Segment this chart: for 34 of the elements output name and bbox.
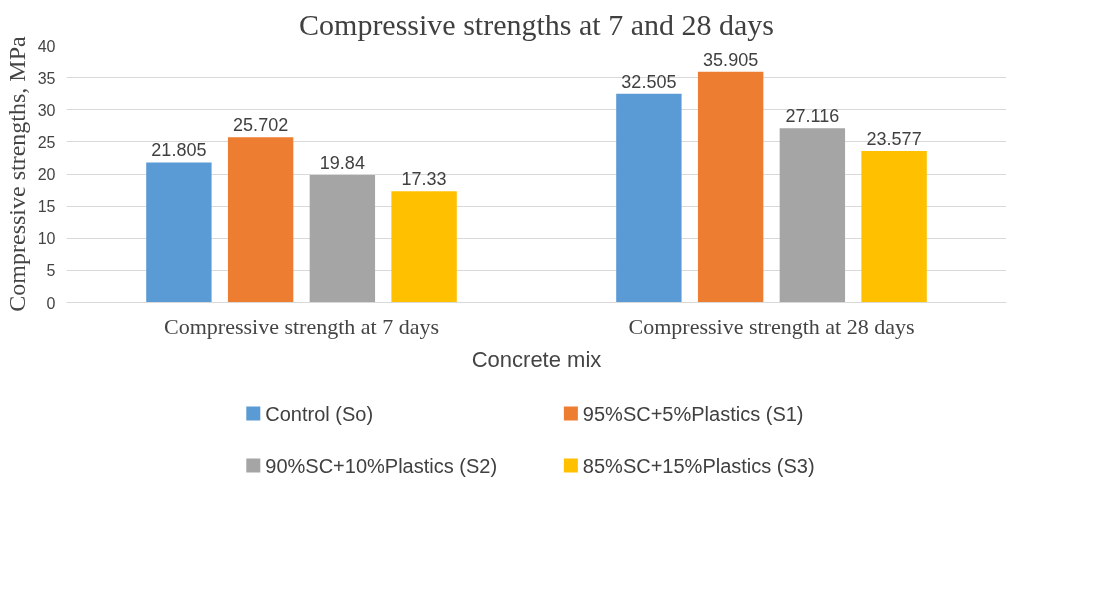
y-tick-label: 40	[37, 37, 56, 55]
data-label: 21.805	[151, 140, 207, 161]
data-label: 35.905	[703, 49, 759, 70]
data-label: 17.33	[401, 169, 447, 190]
x-axis-title: Concrete mix	[471, 346, 602, 372]
y-tick-label: 35	[37, 69, 56, 87]
data-label: 19.84	[319, 153, 365, 174]
bar	[616, 93, 682, 303]
chart-title: Compressive strengths at 7 and 28 days	[299, 7, 774, 41]
legend-label: Control (So)	[265, 402, 374, 425]
bar	[697, 71, 764, 303]
bar	[146, 162, 212, 303]
y-tick-label: 20	[37, 166, 56, 183]
x-tick-label: Compressive strength at 7 days	[164, 313, 439, 339]
legend-label: 95%SC+5%Plastics (S1)	[582, 402, 804, 425]
data-label: 23.577	[866, 129, 922, 150]
x-tick-label: Compressive strength at 28 days	[628, 313, 915, 339]
data-label: 27.116	[785, 106, 840, 127]
bar	[861, 151, 927, 303]
y-tick-label: 30	[37, 101, 56, 119]
y-axis-title: Compressive strengths, MPa	[3, 35, 30, 312]
y-tick-label: 25	[37, 133, 56, 151]
bar	[779, 128, 846, 303]
bar	[391, 191, 457, 303]
legend-label: 90%SC+10%Plastics (S2)	[265, 454, 498, 477]
legend-label: 85%SC+15%Plastics (S3)	[582, 454, 815, 477]
y-tick-label: 5	[46, 262, 56, 280]
bar	[309, 175, 376, 303]
y-tick-label: 0	[46, 294, 56, 312]
bar	[227, 137, 294, 303]
data-label: 25.702	[233, 115, 289, 136]
y-tick-label: 10	[37, 230, 56, 248]
y-tick-label: 15	[37, 198, 56, 216]
data-label: 32.505	[621, 71, 677, 92]
